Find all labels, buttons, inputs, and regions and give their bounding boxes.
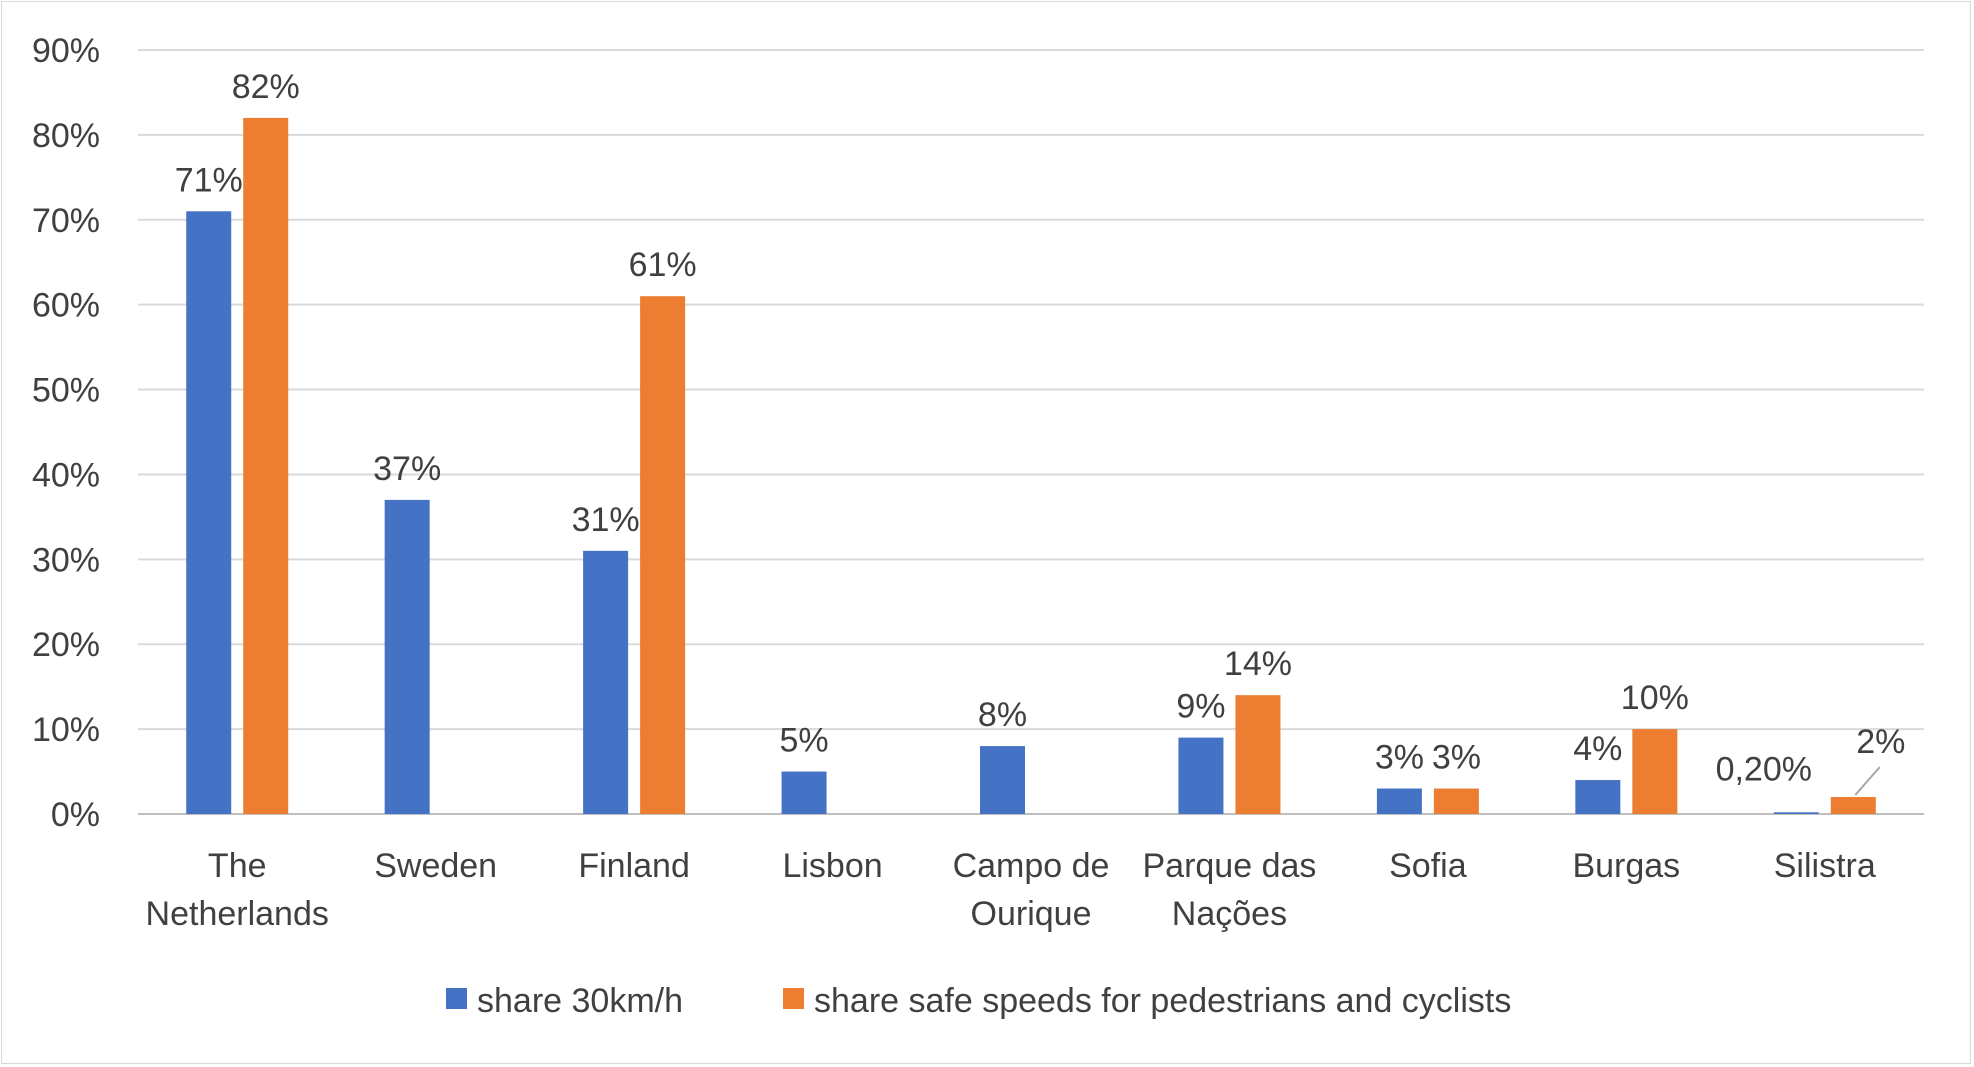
x-category-label: Parque das: [1142, 847, 1316, 885]
y-tick-label: 30%: [32, 541, 100, 579]
bar-share-30kmh: [384, 499, 430, 814]
bar-share-safe-speeds: [640, 296, 686, 815]
data-label-share-30kmh: 71%: [175, 161, 243, 199]
y-tick-label: 40%: [32, 456, 100, 494]
bar-share-30kmh: [980, 746, 1025, 814]
bars: [186, 117, 1876, 815]
x-category-label: Campo de: [953, 847, 1110, 885]
bar-share-30kmh: [186, 211, 232, 815]
legend-swatch-share-30kmh: [446, 988, 467, 1009]
x-category-label: Sweden: [374, 847, 497, 885]
data-label-share-30kmh: 37%: [373, 450, 441, 488]
y-tick-label: 20%: [32, 626, 100, 664]
y-tick-label: 0%: [51, 796, 100, 834]
bar-share-safe-speeds: [1632, 729, 1678, 814]
x-category-label: Netherlands: [146, 895, 329, 933]
y-tick-label: 10%: [32, 711, 100, 749]
x-category-label: Ourique: [971, 895, 1092, 933]
x-category-label: The: [208, 847, 267, 885]
data-label-share-30kmh: 3%: [1375, 739, 1424, 777]
data-label-share-safe-speeds: 14%: [1224, 645, 1292, 683]
y-tick-label: 90%: [32, 32, 100, 70]
bar-share-30kmh: [1376, 788, 1422, 814]
legend-label-share-safe-speeds: share safe speeds for pedestrians and cy…: [814, 982, 1511, 1020]
leader-line: [1854, 766, 1881, 796]
bar-share-30kmh: [781, 771, 827, 814]
y-tick-label: 60%: [32, 287, 100, 325]
y-axis-ticks: 0% 10% 20% 30% 40% 50% 60% 70% 80% 90%: [32, 32, 100, 834]
data-labels: 71% 82% 37% 31% 61% 5% 8% 9% 14% 3% 3% 4% 10% 0,20% 2%: [175, 68, 1905, 796]
data-label-share-30kmh: 8%: [978, 696, 1027, 734]
y-tick-label: 70%: [32, 202, 100, 240]
x-category-label: Silistra: [1774, 847, 1876, 885]
data-label-share-30kmh: 9%: [1176, 688, 1225, 726]
gridlines: [138, 49, 1924, 815]
data-label-share-30kmh: 0,20%: [1716, 750, 1812, 788]
data-label-share-safe-speeds: 82%: [232, 68, 300, 106]
bar-share-safe-speeds: [243, 117, 289, 814]
data-label-share-30kmh: 31%: [572, 501, 640, 539]
legend-swatch-share-safe-speeds: [783, 988, 804, 1009]
x-category-label: Nações: [1172, 895, 1287, 933]
data-label-share-safe-speeds: 3%: [1432, 739, 1481, 777]
y-tick-label: 50%: [32, 372, 100, 410]
bar-share-30kmh: [583, 550, 629, 814]
bar-share-30kmh: [1773, 812, 1819, 814]
x-category-label: Burgas: [1572, 847, 1680, 885]
data-label-share-safe-speeds: 61%: [629, 246, 697, 284]
bar-share-safe-speeds: [1235, 695, 1281, 814]
data-label-share-safe-speeds: 10%: [1621, 679, 1689, 717]
y-tick-label: 80%: [32, 117, 100, 155]
data-label-share-30kmh: 4%: [1573, 730, 1622, 768]
legend-label-share-30kmh: share 30km/h: [477, 982, 683, 1020]
x-category-label: Sofia: [1389, 847, 1467, 885]
x-axis-categories: The Netherlands Sweden Finland Lisbon Campo d…: [146, 847, 1876, 933]
legend: share 30km/h share safe speeds for pedest…: [446, 982, 1511, 1020]
bar-share-30kmh: [1178, 737, 1224, 814]
bar-share-safe-speeds: [1433, 788, 1479, 814]
x-category-label: Finland: [578, 847, 690, 885]
data-label-share-safe-speeds: 2%: [1856, 723, 1905, 761]
x-category-label: Lisbon: [782, 847, 882, 885]
bar-share-safe-speeds: [1830, 797, 1876, 814]
data-label-share-30kmh: 5%: [779, 722, 828, 760]
bar-share-30kmh: [1575, 780, 1621, 814]
